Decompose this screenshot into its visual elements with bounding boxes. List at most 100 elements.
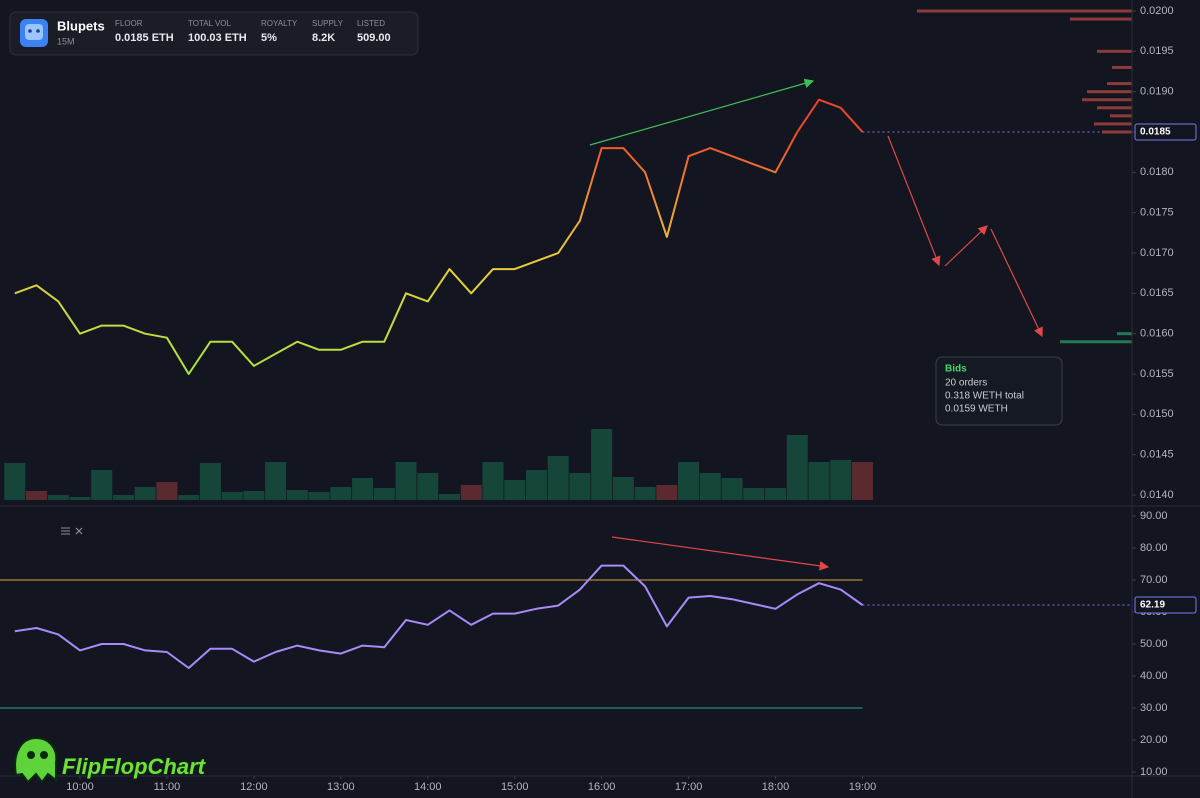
y-tick-label: 40.00 — [1140, 670, 1168, 682]
volume-bar — [482, 462, 504, 500]
logo: FlipFlopChart — [14, 736, 207, 784]
y-tick-label: 30.00 — [1140, 702, 1168, 714]
x-tick-label: 13:00 — [327, 781, 355, 793]
volume-bar — [612, 477, 634, 500]
y-tick-label: 50.00 — [1140, 638, 1168, 650]
stat-label: SUPPLY — [312, 19, 344, 28]
volume-bar — [851, 462, 873, 500]
x-tick-label: 15:00 — [501, 781, 529, 793]
watermark: FlipFlopChart — [62, 754, 207, 779]
icon-face — [25, 24, 43, 40]
bid-bar — [1117, 332, 1132, 336]
y-tick-label: 0.0175 — [1140, 207, 1174, 219]
logo-eye — [40, 751, 48, 759]
stat-label: TOTAL VOL — [188, 19, 232, 28]
tooltip-line: 0.0159 WETH — [945, 404, 1008, 415]
volume-bar — [830, 460, 852, 500]
volume-bar — [352, 478, 374, 500]
y-tick-label: 0.0150 — [1140, 408, 1174, 420]
volume-bar — [112, 495, 134, 500]
volume-bar — [373, 488, 395, 500]
volume-bar — [4, 463, 26, 500]
last-value-badge — [1134, 596, 1197, 614]
interval: 15M — [57, 36, 75, 46]
volume-bar — [265, 462, 287, 500]
ask-bar — [1097, 106, 1132, 110]
volume-bar — [504, 480, 526, 500]
x-tick-label: 16:00 — [588, 781, 616, 793]
volume-bar — [91, 470, 113, 500]
x-tick-label: 19:00 — [849, 781, 877, 793]
x-tick-label: 12:00 — [240, 781, 268, 793]
ask-bar — [1097, 49, 1132, 53]
volume-bar — [765, 488, 787, 500]
bid-bar — [1060, 340, 1132, 344]
x-tick-label: 10:00 — [66, 781, 94, 793]
volume-bar — [656, 485, 678, 500]
y-tick-label: 0.0145 — [1140, 449, 1174, 461]
ask-bar — [1110, 114, 1132, 118]
y-tick-label: 0.0160 — [1140, 328, 1174, 340]
stat-label: LISTED — [357, 19, 385, 28]
volume-bar — [808, 462, 830, 500]
series-line — [14, 564, 864, 669]
volume-bar — [47, 495, 69, 500]
stat-value: 509.00 — [357, 32, 391, 44]
volume-bar — [547, 456, 569, 500]
header-panel — [9, 11, 419, 56]
volume-bar — [134, 487, 156, 500]
volume-bar — [178, 495, 200, 500]
indicator-settings[interactable] — [61, 527, 70, 535]
stat-label: FLOOR — [115, 19, 143, 28]
volume-bar — [438, 494, 460, 500]
volume-bar — [525, 470, 547, 500]
volume-bar — [243, 491, 265, 500]
volume-bar — [286, 490, 308, 500]
y-tick-label: 0.0190 — [1140, 86, 1174, 98]
y-tick-label: 0.0200 — [1140, 5, 1174, 17]
volume-bar — [786, 435, 808, 500]
indicator-close[interactable] — [75, 527, 83, 535]
volume-bar — [721, 478, 743, 500]
volume-bar — [699, 473, 721, 500]
volume-bar — [199, 463, 221, 500]
ask-bar — [1070, 17, 1132, 21]
annotation-arrow — [611, 536, 830, 571]
y-tick-label: 0.0180 — [1140, 166, 1174, 178]
x-tick-label: 17:00 — [675, 781, 703, 793]
ask-bar — [1102, 130, 1132, 134]
icon-eye — [28, 29, 32, 33]
y-tick-label: 80.00 — [1140, 542, 1168, 554]
volume-bar — [417, 473, 439, 500]
stats: FLOOR 0.0185 ETH TOTAL VOL 100.03 ETH ROYALT… — [115, 19, 391, 44]
ask-bar — [917, 9, 1132, 13]
tooltip-line: 20 orders — [945, 378, 987, 389]
volume-bar — [395, 462, 417, 500]
ask-bar — [1087, 90, 1132, 94]
y-tick-label: 90.00 — [1140, 510, 1168, 522]
y-tick-label: 0.0140 — [1140, 489, 1174, 501]
tooltip-title: Bids — [945, 364, 967, 375]
ask-bar — [1094, 122, 1132, 126]
last-value-badge — [1134, 123, 1197, 141]
logo-mascot — [14, 736, 58, 784]
last-value-label: 62.19 — [1140, 600, 1165, 611]
y-tick-label: 20.00 — [1140, 734, 1168, 746]
stat-value: 0.0185 ETH — [115, 32, 174, 44]
stat-value: 100.03 ETH — [188, 32, 247, 44]
y-tick-label: 0.0165 — [1140, 287, 1174, 299]
annotation-arrow — [589, 78, 815, 146]
tooltip-line: 0.318 WETH total — [945, 391, 1024, 402]
volume-bar — [308, 492, 330, 500]
stat-value: 8.2K — [312, 32, 335, 44]
volume-bar — [591, 429, 613, 500]
volume-bar — [743, 488, 765, 500]
annotation-arrow — [887, 135, 941, 267]
ask-bar — [1107, 82, 1132, 86]
y-tick-label: 0.0155 — [1140, 368, 1174, 380]
x-tick-label: 14:00 — [414, 781, 442, 793]
volume-bar — [569, 473, 591, 500]
ask-bar — [1082, 98, 1132, 102]
